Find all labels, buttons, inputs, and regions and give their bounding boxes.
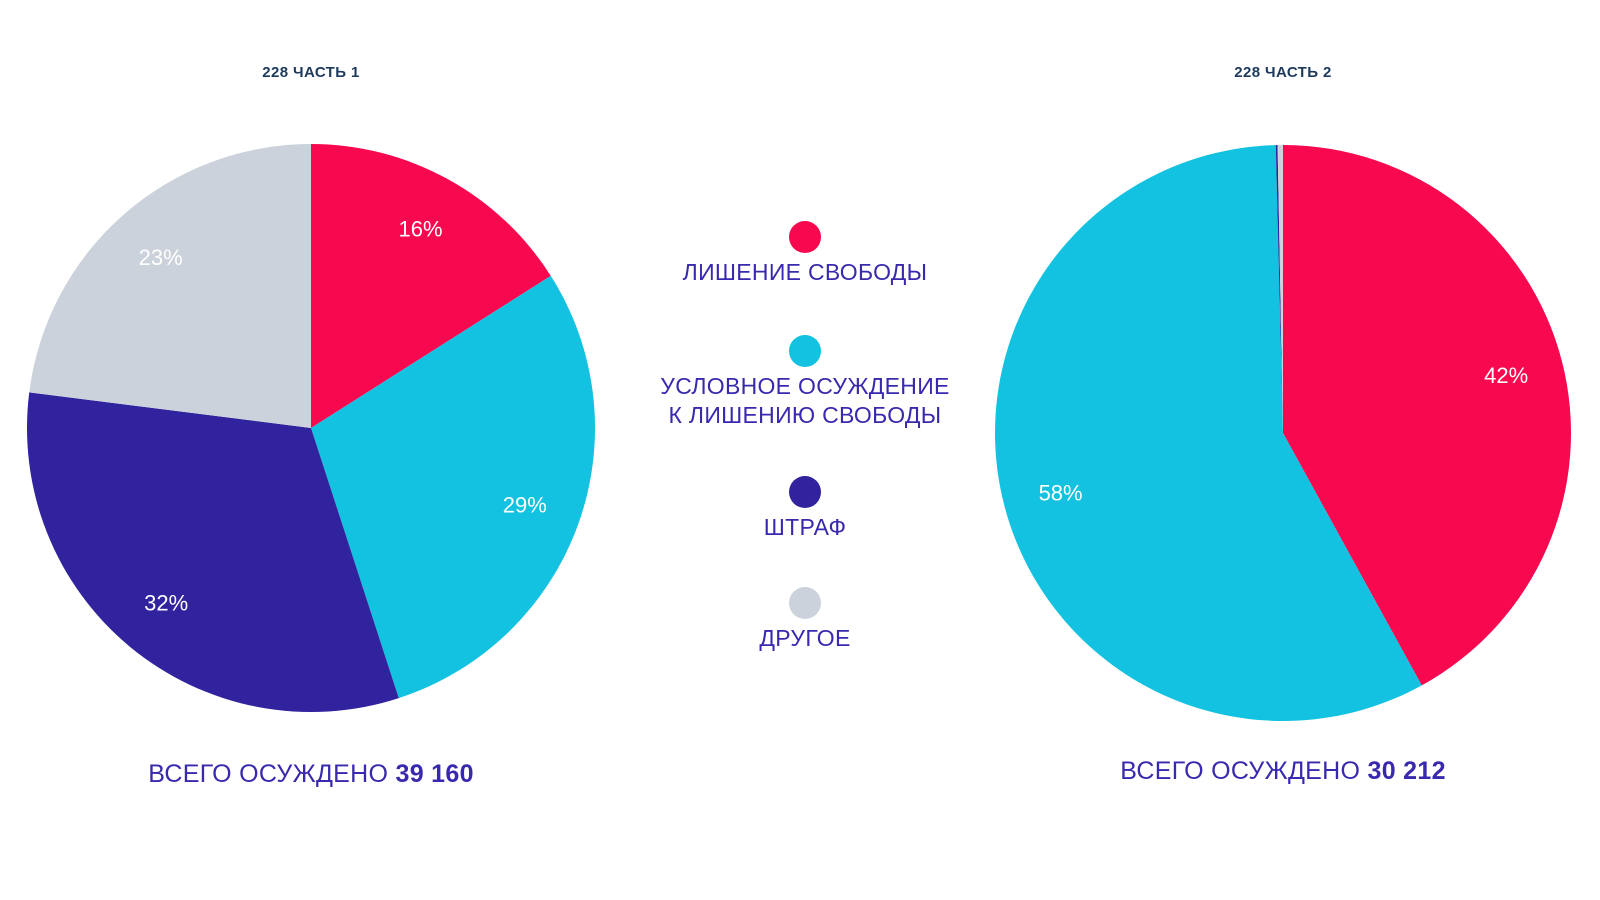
pie-slice-3 [1277,144,1283,433]
legend-label: УСЛОВНОЕ ОСУЖДЕНИЕ К ЛИШЕНИЮ СВОБОДЫ [660,373,950,428]
legend-label: ЛИШЕНИЕ СВОБОДЫ [682,259,928,285]
pie-slice-3 [29,143,312,428]
total-convicted-part2: ВСЕГО ОСУЖДЕНО 30 212 [983,757,1583,786]
legend-dot-pink [789,221,821,253]
pie-slice-0 [1283,145,1572,686]
legend-dot-gray [789,587,821,619]
pie-slice-1 [311,275,595,699]
chart-title-part2: 228 ЧАСТЬ 2 [1234,64,1332,81]
legend-label: ДРУГОЕ [759,625,851,651]
legend-item-fine: ШТРАФ [625,476,985,542]
caption-total: 30 212 [1367,757,1446,785]
pie-slice-2 [1275,145,1283,434]
legend: ЛИШЕНИЕ СВОБОДЫ УСЛОВНОЕ ОСУЖДЕНИЕ К ЛИШ… [625,0,985,900]
pie-slice-percent-label: 23% [139,245,183,270]
pie-slice-2 [27,392,399,712]
chart-title-part1: 228 ЧАСТЬ 1 [262,64,360,81]
pie-slice-percent-label: 42% [1484,363,1528,388]
pie-chart-part2: 42% 58% [995,144,1572,721]
pie-slice-percent-label: 29% [503,493,547,518]
legend-label: ШТРАФ [763,514,847,540]
caption-prefix: ВСЕГО ОСУЖДЕНО [148,760,396,788]
pie-slice-percent-label: 16% [398,216,442,241]
pie-slice-1 [995,145,1422,721]
caption-prefix: ВСЕГО ОСУЖДЕНО [1120,757,1368,785]
pie-slice-percent-label: 58% [1039,481,1083,506]
legend-item-deprivation-of-liberty: ЛИШЕНИЕ СВОБОДЫ [625,221,985,287]
legend-item-suspended-sentence: УСЛОВНОЕ ОСУЖДЕНИЕ К ЛИШЕНИЮ СВОБОДЫ [625,335,985,430]
total-convicted-part1: ВСЕГО ОСУЖДЕНО 39 160 [11,760,611,789]
pie-slice-0 [311,144,551,428]
pie-chart-part1: 16% 29% 32% 23% [27,143,595,712]
caption-total: 39 160 [395,760,474,788]
pie-slice-percent-label: 32% [144,591,188,616]
legend-item-other: ДРУГОЕ [625,587,985,653]
legend-dot-cyan [789,335,821,367]
legend-dot-navy [789,476,821,508]
